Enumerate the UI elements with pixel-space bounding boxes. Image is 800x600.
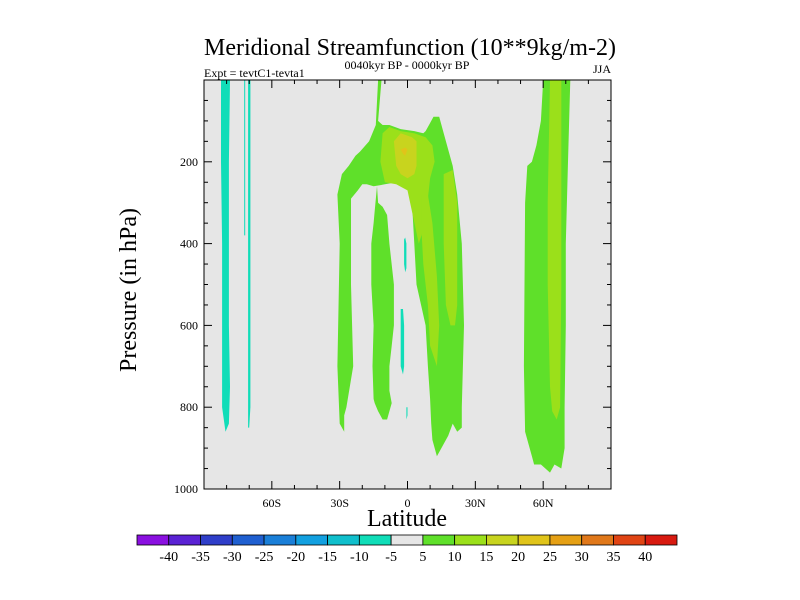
colorbar-label: -15: [318, 550, 337, 565]
colorbar-label: 25: [543, 550, 557, 565]
colorbar-box: [486, 534, 519, 546]
colorbar-box: [644, 534, 678, 546]
colorbar-box: [168, 534, 201, 546]
colorbar-label: -40: [159, 550, 178, 565]
colorbar: [136, 534, 678, 546]
colorbar-label: 40: [638, 550, 652, 565]
axis-ticks: [204, 80, 611, 490]
contour-nh-level-12-band: [547, 80, 562, 420]
y-tick-label: 800: [180, 400, 198, 414]
y-tick-label: 200: [180, 155, 198, 169]
colorbar-label: -10: [350, 550, 369, 565]
x-axis-title: Latitude: [367, 506, 447, 532]
contour-eq-negative-spot-2: [400, 309, 405, 375]
colorbar-label: -30: [223, 550, 242, 565]
contour-nh-level-12-strip: [443, 170, 458, 326]
colorbar-label: 35: [606, 550, 620, 565]
x-tick-label: 0: [405, 496, 411, 510]
colorbar-box: [358, 534, 392, 546]
x-tick-label: 30S: [330, 496, 349, 510]
colorbar-label: 30: [575, 550, 589, 565]
contour-eq-positive-lower: [371, 186, 394, 420]
colorbar-box: [549, 534, 583, 546]
y-tick-label: 1000: [174, 482, 198, 496]
contour-sh-polar-negative-sliver: [244, 80, 246, 236]
colorbar-label: 20: [511, 550, 525, 565]
colorbar-box: [263, 534, 297, 546]
colorbar-label: -20: [286, 550, 305, 565]
colorbar-box: [136, 534, 170, 546]
contour-eq-negative-spot-1: [404, 237, 407, 273]
colorbar-box: [327, 534, 360, 546]
season-label: JJA: [593, 62, 611, 76]
x-tick-label: 60S: [262, 496, 281, 510]
colorbar-box: [517, 534, 551, 546]
colorbar-label: 5: [419, 550, 426, 565]
contour-eq-level-12-lower: [421, 194, 440, 367]
contour-eq-negative-spot-3: [406, 407, 408, 420]
colorbar-box: [200, 534, 233, 546]
contour-eq-peak-point: [400, 147, 408, 156]
x-tick-label: 60N: [533, 496, 554, 510]
colorbar-label: 10: [448, 550, 462, 565]
contour-fills: [221, 80, 571, 473]
colorbar-box: [390, 534, 424, 546]
experiment-label: Expt = tevtC1-tevta1: [204, 66, 305, 80]
colorbar-box: [231, 534, 265, 546]
y-tick-label: 400: [180, 237, 198, 251]
time-range-label: 0040kyr BP - 0000kyr BP: [345, 58, 470, 72]
contour-sh-polar-negative-2: [248, 80, 251, 428]
contour-sh-polar-negative-1: [221, 80, 230, 432]
colorbar-label: 15: [479, 550, 493, 565]
colorbar-labels: -40 -35 -30 -25 -20 -15 -10 -5 5 10 15 20 25 30 35 40: [159, 550, 652, 565]
chart-title: Meridional Streamfunction (10**9kg/m-2): [204, 35, 616, 61]
colorbar-box: [295, 534, 328, 546]
y-axis-title: Pressure (in hPa): [116, 208, 142, 372]
x-tick-label: 30N: [465, 496, 486, 510]
colorbar-box: [613, 534, 646, 546]
contour-eq-positive-main: [337, 80, 464, 457]
axis-tick-labels: 60S 30S 0 30N 60N 200 400 600 800 1000: [174, 155, 554, 510]
colorbar-label: -5: [385, 550, 397, 565]
colorbar-box: [422, 534, 456, 546]
y-tick-label: 600: [180, 318, 198, 332]
colorbar-box: [581, 534, 614, 546]
colorbar-label: -25: [255, 550, 274, 565]
contour-eq-level-12-core: [380, 127, 435, 244]
colorbar-label: -35: [191, 550, 210, 565]
colorbar-box: [454, 534, 487, 546]
